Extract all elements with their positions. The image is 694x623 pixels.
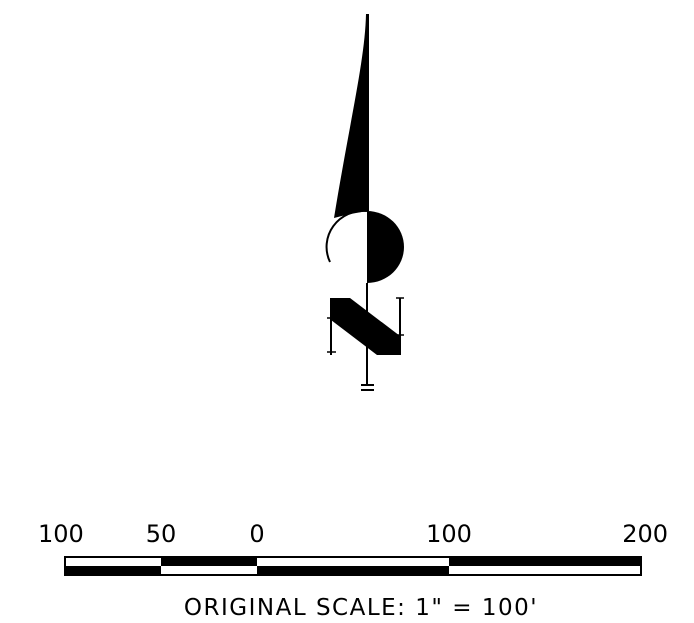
scale-tick-labels: 100 50 0 100 200 <box>38 520 668 548</box>
north-arrow-filled-semicircle <box>367 211 404 283</box>
scale-tick-label: 100 <box>38 520 84 548</box>
scale-bar-border <box>64 556 642 576</box>
scale-segment-1-bottom <box>65 566 161 575</box>
north-arrow <box>325 14 404 391</box>
scale-segment-4-top <box>449 557 641 566</box>
north-arrow-open-semicircle <box>325 209 368 263</box>
north-letter-diagonal <box>331 298 400 355</box>
scale-tick-label: 100 <box>426 520 472 548</box>
scale-tick-label: 0 <box>249 520 264 548</box>
scale-segment-4-bottom <box>449 566 641 575</box>
north-letter <box>327 297 404 355</box>
scale-segment-2-bottom <box>161 566 257 575</box>
scale-caption: ORIGINAL SCALE: 1" = 100' <box>184 595 538 621</box>
scale-segments <box>64 556 642 576</box>
scale-segment-1-top <box>65 557 161 566</box>
scale-segment-3-bottom <box>257 566 449 575</box>
scale-segment-2-top <box>161 557 257 566</box>
scale-tick-label: 200 <box>622 520 668 548</box>
scale-tick-label: 50 <box>146 520 177 548</box>
scale-segment-3-top <box>257 557 449 566</box>
north-arrow-blade <box>334 14 369 218</box>
graphic-scale-bar: 100 50 0 100 200 ORIGINAL SCALE: 1" = 100' <box>38 520 668 621</box>
